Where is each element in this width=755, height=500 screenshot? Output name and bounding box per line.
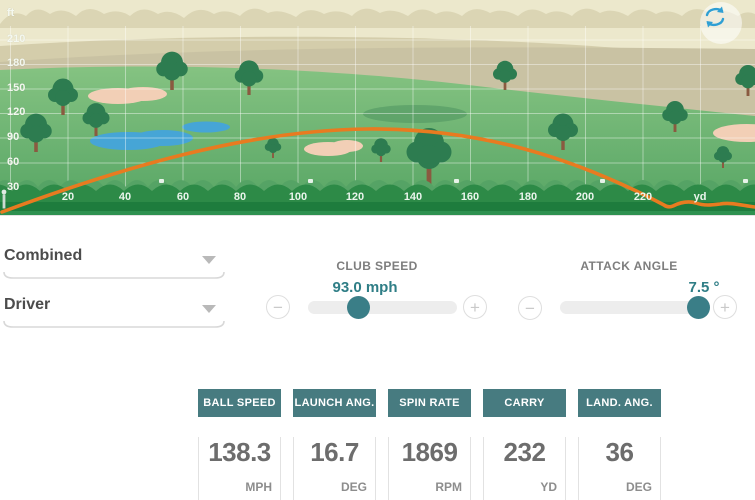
x-tick: 120 bbox=[345, 191, 365, 203]
stat-value: 36 bbox=[605, 437, 634, 467]
x-tick: 180 bbox=[518, 191, 538, 203]
golfer-icon bbox=[1, 189, 7, 209]
chevron-down-icon bbox=[202, 256, 216, 264]
x-tick: 100 bbox=[288, 191, 308, 203]
stat-value: 16.7 bbox=[310, 437, 359, 467]
x-axis-unit: yd bbox=[693, 191, 707, 203]
stat-card-launch-angle: LAUNCH ANG. 16.7 DEG bbox=[293, 389, 376, 500]
attack-angle-decrease-button[interactable]: − bbox=[518, 296, 542, 320]
x-tick: 80 bbox=[233, 191, 247, 203]
y-tick: 180 bbox=[7, 57, 26, 69]
chart-gridlines bbox=[0, 26, 755, 202]
y-tick: 150 bbox=[7, 82, 26, 94]
y-tick: 120 bbox=[7, 106, 26, 118]
stat-unit: DEG bbox=[340, 480, 367, 494]
stat-unit: MPH bbox=[245, 480, 272, 494]
club-speed-increase-button[interactable]: + bbox=[463, 295, 487, 319]
club-dropdown-value: Driver bbox=[4, 296, 51, 313]
course-illustration bbox=[0, 0, 755, 215]
y-axis-unit: ft bbox=[7, 7, 15, 19]
stat-unit: DEG bbox=[625, 480, 652, 494]
data-view-dropdown-value: Combined bbox=[4, 247, 83, 264]
stat-label: LAUNCH ANG. bbox=[293, 389, 376, 417]
club-dropdown[interactable]: Driver bbox=[3, 292, 225, 328]
attack-angle-label: ATTACK ANGLE bbox=[580, 259, 678, 273]
stat-value: 1869 bbox=[401, 437, 458, 467]
y-tick: 210 bbox=[7, 33, 26, 45]
hedge-band bbox=[0, 179, 755, 215]
stat-unit: RPM bbox=[435, 480, 462, 494]
club-speed-slider[interactable] bbox=[308, 296, 457, 319]
stat-value: 138.3 bbox=[208, 437, 271, 467]
stat-label: CARRY bbox=[483, 389, 566, 417]
trajectory-path bbox=[0, 127, 755, 214]
stat-card-carry: CARRY 232 YD bbox=[483, 389, 566, 500]
stat-card-landing-angle: LAND. ANG. 36 DEG bbox=[578, 389, 661, 500]
club-speed-slider-thumb[interactable] bbox=[347, 296, 370, 319]
club-speed-value: 93.0 mph bbox=[332, 279, 398, 296]
x-tick: 20 bbox=[61, 191, 75, 203]
stat-label: LAND. ANG. bbox=[578, 389, 661, 417]
club-speed-label: CLUB SPEED bbox=[336, 259, 418, 273]
attack-angle-increase-button[interactable]: + bbox=[713, 295, 737, 319]
rotate-view-button[interactable] bbox=[700, 2, 742, 44]
stat-value: 232 bbox=[503, 437, 546, 467]
stat-card-spin-rate: SPIN RATE 1869 RPM bbox=[388, 389, 471, 500]
stat-unit: YD bbox=[540, 480, 557, 494]
y-tick: 90 bbox=[7, 131, 20, 143]
attack-angle-slider[interactable] bbox=[560, 296, 710, 319]
stat-label: BALL SPEED bbox=[198, 389, 281, 417]
x-tick: 40 bbox=[118, 191, 132, 203]
x-tick: 60 bbox=[176, 191, 190, 203]
club-speed-decrease-button[interactable]: − bbox=[266, 295, 290, 319]
y-tick: 60 bbox=[7, 156, 20, 168]
dropdown-underline bbox=[3, 321, 225, 328]
attack-angle-value: 7.5 ° bbox=[688, 279, 720, 296]
x-tick: 140 bbox=[403, 191, 423, 203]
x-tick: 220 bbox=[633, 191, 653, 203]
x-tick: 200 bbox=[575, 191, 595, 203]
dropdown-underline bbox=[3, 272, 225, 279]
rotate-3d-icon bbox=[705, 6, 725, 28]
stat-card-ball-speed: BALL SPEED 138.3 MPH bbox=[198, 389, 281, 500]
data-view-dropdown[interactable]: Combined bbox=[3, 243, 225, 279]
stat-label: SPIN RATE bbox=[388, 389, 471, 417]
y-tick: 30 bbox=[7, 181, 20, 193]
trajectory-chart: ft 210 180 150 120 90 60 30 20 40 60 80 … bbox=[0, 0, 755, 216]
chevron-down-icon bbox=[202, 305, 216, 313]
x-tick: 160 bbox=[460, 191, 480, 203]
attack-angle-slider-thumb[interactable] bbox=[687, 296, 710, 319]
stats-row: BALL SPEED 138.3 MPH LAUNCH ANG. 16.7 DE… bbox=[198, 389, 673, 500]
